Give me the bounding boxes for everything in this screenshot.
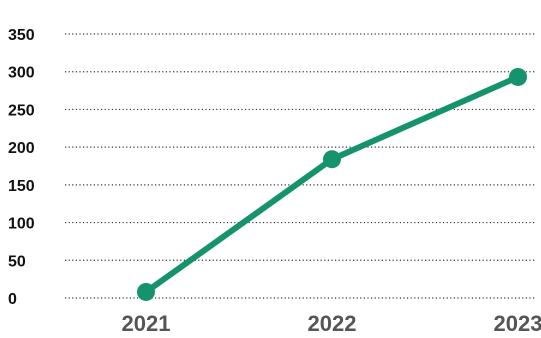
y-tick-label: 100 <box>8 216 35 233</box>
x-tick-label: 2023 <box>494 311 541 333</box>
x-axis-tick-labels: 2021 2022 2023 <box>122 311 541 336</box>
y-tick-label: 350 <box>8 27 35 44</box>
series-group <box>137 67 527 301</box>
y-tick-label: 250 <box>8 102 35 119</box>
gridlines <box>65 33 536 299</box>
y-tick-label: 0 <box>8 291 17 308</box>
y-tick-label: 50 <box>8 253 26 270</box>
y-tick-label: 150 <box>8 178 35 195</box>
data-point-marker <box>509 67 527 86</box>
data-point-marker <box>323 150 341 169</box>
y-tick-label: 200 <box>8 140 35 157</box>
y-axis-tick-labels: 0 50 100 150 200 250 300 350 <box>8 27 35 308</box>
data-point-marker <box>137 282 155 301</box>
y-tick-label: 300 <box>8 65 35 82</box>
x-tick-label: 2021 <box>122 311 171 333</box>
x-tick-label: 2022 <box>308 311 357 333</box>
